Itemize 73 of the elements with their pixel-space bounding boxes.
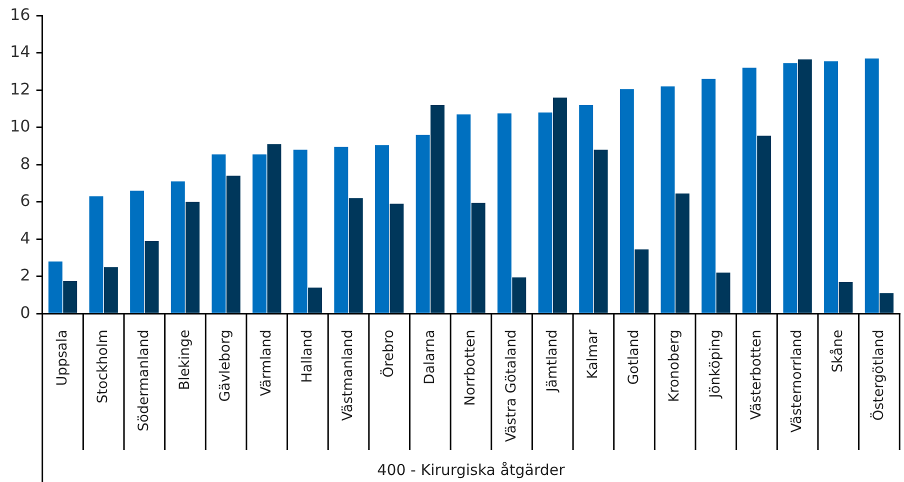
bar: [170, 181, 185, 313]
y-tick-label: 6: [20, 191, 30, 210]
bar: [416, 134, 430, 313]
bar: [226, 176, 240, 313]
x-tick-label: Skåne: [829, 330, 846, 372]
x-tick-label: Västerbotten: [748, 330, 764, 420]
bar: [783, 63, 798, 313]
bar: [130, 190, 144, 313]
x-tick-label: Västra Götaland: [503, 330, 520, 442]
bar: [456, 114, 471, 313]
x-tick-label: Blekinge: [176, 330, 193, 390]
x-tick-label: Halland: [299, 330, 316, 383]
bar: [634, 249, 649, 313]
bar: [620, 89, 634, 313]
bar: [212, 154, 226, 313]
bar: [538, 112, 552, 313]
x-tick-label: Kalmar: [585, 329, 602, 380]
bar: [594, 150, 608, 313]
bar: [348, 198, 363, 313]
bar: [390, 204, 404, 313]
x-tick-label: Södermanland: [136, 330, 152, 432]
bar: [104, 267, 118, 313]
x-tick-label: Jämtland: [544, 330, 560, 393]
bar: [864, 58, 879, 313]
bar: [63, 281, 78, 313]
bar: [293, 150, 308, 313]
x-tick-label: Dalarna: [422, 330, 438, 384]
bar: [757, 136, 772, 313]
x-tick-label: Stockholm: [95, 330, 112, 404]
bar: [186, 202, 200, 313]
bar: [497, 113, 512, 313]
y-tick-label: 0: [20, 302, 30, 322]
bar: [838, 282, 853, 313]
bar: [824, 61, 838, 313]
bar: [48, 261, 62, 313]
bar: [552, 98, 567, 313]
bar: [798, 59, 812, 313]
bar: [308, 288, 322, 313]
bar: [742, 68, 756, 313]
bar: [430, 105, 444, 313]
bar: [716, 272, 730, 313]
bar: [675, 194, 690, 313]
bar: [512, 277, 526, 313]
y-tick-label: 4: [20, 228, 30, 248]
y-tick-label: 10: [10, 116, 30, 136]
bar: [89, 196, 104, 313]
x-tick-label: Kronoberg: [666, 330, 683, 402]
bar: [702, 78, 716, 313]
x-tick-label: Värmland: [258, 330, 275, 396]
x-tick-label: Örebro: [380, 330, 397, 378]
y-tick-label: 16: [10, 4, 30, 24]
x-tick-label: Västmanland: [340, 330, 356, 421]
bar: [144, 241, 159, 313]
bar: [660, 86, 675, 313]
y-tick-label: 2: [20, 266, 30, 285]
bar: [375, 145, 389, 313]
x-tick-label: Uppsala: [54, 330, 70, 386]
y-tick-label: 8: [20, 154, 30, 173]
bar: [334, 146, 348, 313]
x-tick-label: Gävleborg: [218, 330, 234, 402]
x-tick-label: Gotland: [626, 330, 642, 385]
x-tick-label: Jönköping: [708, 330, 724, 399]
x-tick-label: Norrbotten: [462, 330, 479, 406]
bar: [252, 154, 267, 313]
bar: [880, 293, 894, 313]
x-tick-label: Östergötland: [870, 330, 887, 421]
bar: [267, 144, 282, 313]
bar: [471, 202, 486, 313]
y-tick-label: 14: [10, 42, 30, 62]
x-tick-label: Västernorrland: [789, 330, 806, 433]
x-axis-title: 400 - Kirurgiska åtgärder: [377, 460, 566, 479]
bar: [579, 105, 594, 313]
y-tick-label: 12: [10, 79, 30, 98]
